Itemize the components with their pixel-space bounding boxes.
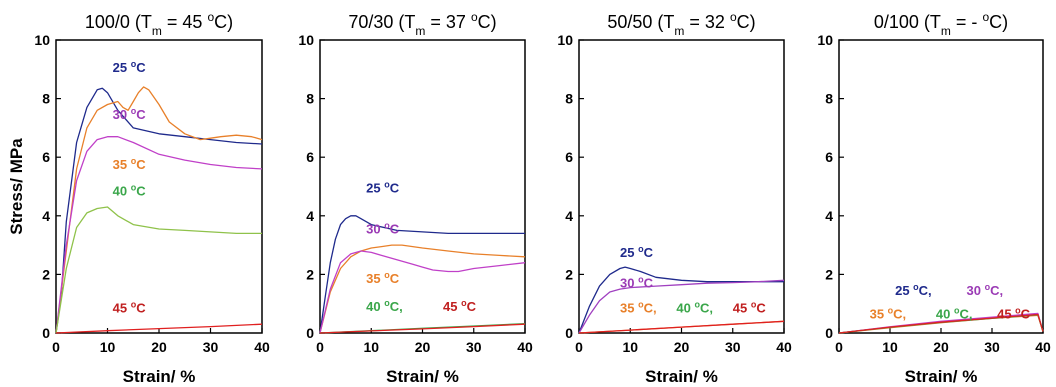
series-line-2 [319, 244, 526, 334]
series-line-3 [55, 136, 263, 334]
curve-annotation: 40 oC, [676, 299, 713, 315]
series-line-2 [55, 86, 263, 334]
x-tick-label: 40 [517, 339, 533, 355]
panel-title: 0/100 (Tm = - oC) [874, 10, 1008, 38]
chart-panel-4: 0/100 (Tm = - oC) 0 10 20 30 40 0 2 4 6 8 10 Strain/… [817, 10, 1051, 386]
x-tick-label: 0 [316, 339, 324, 355]
x-tick-label: 0 [52, 339, 60, 355]
series-line-1 [319, 215, 525, 334]
curve-annotation: 35 oC [366, 270, 400, 286]
x-tick-label: 10 [622, 339, 638, 355]
curve-annotation: 45 oC [113, 299, 147, 315]
series-line-1 [55, 87, 263, 334]
series-line-1 [578, 266, 784, 334]
chart-panel-1: 100/0 (Tm = 45 oC) 0 10 20 30 40 0 2 4 6 8 10 Strain… [7, 10, 270, 386]
plot-frame [838, 39, 1044, 334]
x-tick-label: 20 [151, 339, 167, 355]
curve-annotation: 45 oC [733, 299, 767, 315]
series-line-2 [578, 279, 785, 334]
x-axis-label: Strain/ % [645, 367, 718, 386]
y-tick-label: 6 [42, 149, 50, 165]
y-tick-label: 10 [298, 32, 314, 48]
y-tick-label: 4 [306, 208, 314, 224]
y-tick-label: 6 [306, 149, 314, 165]
y-tick-label: 0 [825, 325, 833, 341]
x-tick-label: 20 [415, 339, 431, 355]
x-tick-label: 40 [254, 339, 270, 355]
x-tick-label: 10 [882, 339, 898, 355]
plot-frame [55, 39, 263, 334]
series-line-5 [838, 313, 1044, 334]
y-tick-label: 2 [42, 266, 50, 282]
y-tick-label: 8 [42, 91, 50, 107]
x-tick-label: 20 [933, 339, 949, 355]
curve-annotation: 40 oC, [366, 298, 403, 314]
curve-annotation: 40 oC [113, 182, 147, 198]
curve-annotation: 25 oC, [895, 282, 932, 298]
x-tick-label: 0 [835, 339, 843, 355]
y-tick-label: 10 [817, 32, 833, 48]
y-tick-label: 6 [565, 149, 573, 165]
x-tick-label: 10 [100, 339, 116, 355]
x-tick-label: 30 [203, 339, 219, 355]
y-tick-label: 4 [565, 208, 573, 224]
y-tick-label: 8 [825, 91, 833, 107]
series-line-4 [578, 320, 785, 334]
y-axis-label: Stress/ MPa [7, 138, 26, 235]
x-tick-label: 30 [725, 339, 741, 355]
x-tick-label: 0 [575, 339, 583, 355]
curve-annotation: 35 oC, [870, 305, 907, 321]
y-tick-label: 10 [34, 32, 50, 48]
series-line-4 [55, 206, 262, 334]
curve-annotation: 45 oC [443, 298, 477, 314]
x-axis-label: Strain/ % [123, 367, 196, 386]
y-tick-label: 4 [825, 208, 833, 224]
curve-annotation: 25 oC [113, 59, 147, 75]
y-tick-label: 2 [565, 266, 573, 282]
curve-annotation: 35 oC, [620, 299, 657, 315]
curve-annotation: 30 oC [113, 106, 147, 122]
x-axis-label: Strain/ % [905, 367, 978, 386]
x-tick-label: 40 [776, 339, 792, 355]
x-tick-label: 30 [984, 339, 1000, 355]
series-line-3 [319, 250, 526, 334]
plot-frame [578, 39, 785, 334]
panel-title: 50/50 (Tm = 32 oC) [607, 10, 755, 38]
y-tick-label: 0 [565, 325, 573, 341]
x-tick-label: 20 [674, 339, 690, 355]
curve-annotation: 30 oC [366, 220, 400, 236]
series-line-5 [319, 323, 526, 334]
y-tick-label: 6 [825, 149, 833, 165]
series-line-5 [55, 323, 263, 334]
chart-panel-2: 70/30 (Tm = 37 oC) 0 10 20 30 40 0 2 4 6 8 10 Strain… [298, 10, 533, 386]
x-axis-label: Strain/ % [386, 367, 459, 386]
y-tick-label: 2 [306, 266, 314, 282]
y-tick-label: 4 [42, 208, 50, 224]
x-tick-label: 30 [466, 339, 482, 355]
y-tick-label: 8 [306, 91, 314, 107]
curve-annotation: 25 oC [366, 179, 400, 195]
x-tick-label: 40 [1035, 339, 1051, 355]
plot-frame [319, 39, 526, 334]
curve-annotation: 30 oC, [967, 282, 1004, 298]
y-tick-label: 8 [565, 91, 573, 107]
curve-annotation: 40 oC, [936, 305, 973, 321]
curve-annotation: 45 oC [997, 305, 1031, 321]
curve-annotation: 35 oC [113, 156, 147, 172]
y-tick-label: 0 [42, 325, 50, 341]
chart-panel-3: 50/50 (Tm = 32 oC) 0 10 20 30 40 0 2 4 6 8 10 Strain… [557, 10, 792, 386]
panel-title: 100/0 (Tm = 45 oC) [85, 10, 233, 38]
x-tick-label: 10 [363, 339, 379, 355]
y-tick-label: 0 [306, 325, 314, 341]
curve-annotation: 30 oC [620, 275, 654, 291]
y-tick-label: 2 [825, 266, 833, 282]
panel-title: 70/30 (Tm = 37 oC) [348, 10, 496, 38]
curve-annotation: 25 oC [620, 244, 654, 260]
y-tick-label: 10 [557, 32, 573, 48]
